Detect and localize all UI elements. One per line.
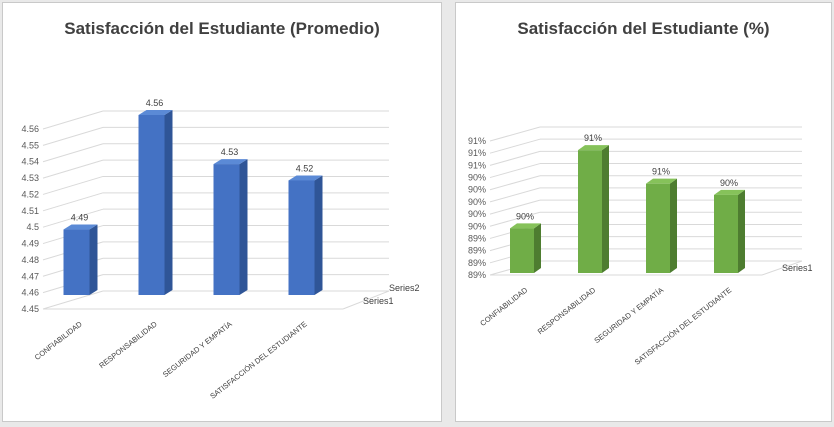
data-label: 4.53 [221, 147, 239, 157]
floor-side-edge [761, 260, 803, 276]
y-tick-label: 4.45 [21, 304, 39, 314]
bar-top [714, 189, 745, 195]
gridline-depth [489, 199, 541, 215]
bar-top [646, 178, 677, 184]
y-tick-label: 4.47 [21, 271, 39, 281]
y-tick-label: 89% [468, 270, 486, 280]
y-tick-label: 4.55 [21, 140, 39, 150]
y-tick-label: 90% [468, 197, 486, 207]
y-tick-label: 4.49 [21, 239, 39, 249]
bar-side [239, 159, 248, 295]
bar-top [63, 224, 98, 230]
gridline-depth [42, 290, 104, 310]
y-tick-label: 91% [468, 148, 486, 158]
y-tick-label: 4.46 [21, 288, 39, 298]
y-tick-label: 90% [468, 209, 486, 219]
floor-side-edge [342, 290, 390, 310]
bar [646, 183, 670, 273]
gridline-depth [42, 126, 104, 146]
bar [578, 150, 602, 273]
category-label: SEGURIDAD Y EMPATÍA [161, 319, 234, 379]
chart-porcentaje: 89% 89% 89% 89% 90% 90% 90% 90% 90% 91% 91% 91% Seri… [468, 126, 813, 367]
category-label: RESPONSABILIDAD [97, 319, 159, 370]
y-tick-label: 89% [468, 258, 486, 268]
bar [138, 115, 165, 295]
y-tick-label: 4.56 [21, 124, 39, 134]
y-tick-label: 89% [468, 233, 486, 243]
bar [213, 164, 240, 295]
gridline-depth [489, 150, 541, 166]
bar [63, 229, 90, 295]
bar-side [738, 189, 745, 273]
y-tick-label: 89% [468, 246, 486, 256]
chart-promedio: 4.45 4.46 4.47 4.48 4.49 4.5 4.51 4.52 4.53 4.54 4… [21, 98, 420, 401]
y-tick-label: 4.48 [21, 255, 39, 265]
gridline-depth [489, 211, 541, 227]
y-tick-label: 4.52 [21, 189, 39, 199]
data-label: 91% [584, 133, 602, 143]
bar-side [164, 110, 173, 295]
gridline-depth [489, 187, 541, 203]
gridline-depth [489, 163, 541, 179]
category-label: CONFIABILIDAD [478, 285, 529, 328]
y-tick-label: 90% [468, 173, 486, 183]
bar-top [138, 110, 173, 115]
category-label: RESPONSABILIDAD [536, 285, 598, 336]
bar-side [602, 145, 609, 273]
bar-side [670, 178, 677, 273]
chart-panel-porcentaje: Satisfacción del Estudiante (%) 89% 89% 89… [455, 2, 832, 422]
gridline-depth [42, 175, 104, 195]
chart-title: Satisfacción del Estudiante (%) [517, 19, 770, 38]
gridline-depth [42, 192, 104, 212]
y-tick-label: 4.51 [21, 206, 39, 216]
data-label: 4.52 [296, 163, 314, 173]
gridline-depth [42, 208, 104, 228]
series-axis-label: Series1 [782, 263, 813, 273]
bar-side [534, 223, 541, 273]
gridline-depth [489, 138, 541, 154]
data-label: 4.49 [71, 213, 89, 223]
data-label: 91% [652, 167, 670, 177]
category-label: SEGURIDAD Y EMPATÍA [592, 285, 665, 345]
gridline-depth [489, 126, 541, 142]
gridline-depth [489, 175, 541, 191]
category-label: CONFIABILIDAD [33, 319, 84, 362]
gridline-depth [42, 110, 104, 130]
bar [510, 228, 534, 273]
y-tick-label: 90% [468, 185, 486, 195]
bar [714, 194, 738, 273]
bar-top [578, 145, 609, 151]
data-label: 90% [516, 211, 534, 221]
series-axis-label: Series1 [363, 296, 394, 306]
y-tick-label: 4.54 [21, 157, 39, 167]
bar-top [288, 175, 323, 181]
gridline-depth [42, 143, 104, 163]
y-tick-label: 91% [468, 136, 486, 146]
y-tick-label: 4.53 [21, 173, 39, 183]
data-label: 90% [720, 178, 738, 188]
bar-side [89, 224, 98, 295]
y-tick-label: 4.5 [26, 222, 39, 232]
bar-side [314, 175, 323, 295]
series-axis-label: Series2 [389, 283, 420, 293]
y-tick-label: 91% [468, 160, 486, 170]
chart-panel-promedio: Satisfacción del Estudiante (Promedio) 4… [2, 2, 442, 422]
bar-top [213, 159, 248, 165]
data-label: 4.56 [146, 98, 164, 108]
bar [288, 180, 315, 295]
y-tick-label: 90% [468, 221, 486, 231]
chart-title: Satisfacción del Estudiante (Promedio) [64, 19, 380, 38]
gridline-depth [42, 159, 104, 179]
bar-top [510, 223, 541, 229]
